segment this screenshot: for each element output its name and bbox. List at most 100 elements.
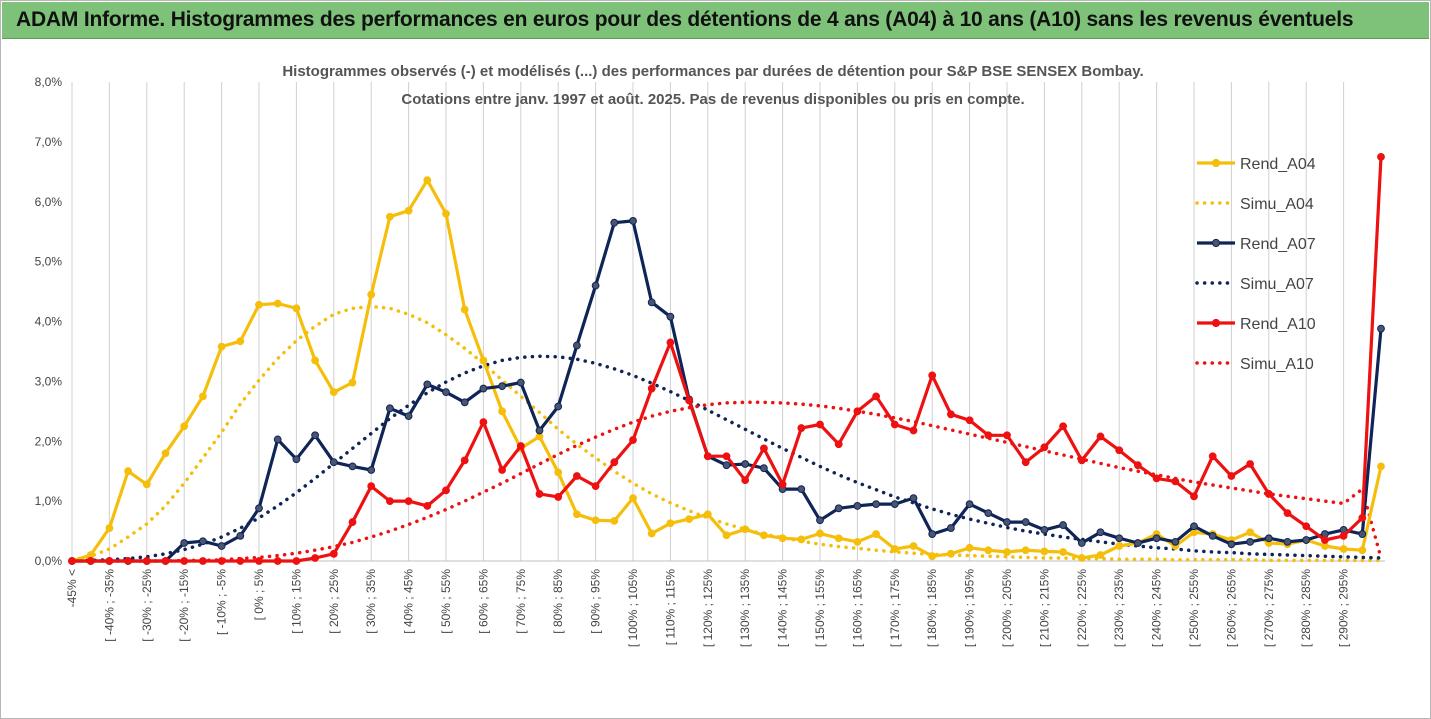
legend-label: Simu_A04 (1240, 196, 1314, 213)
legend-label: Simu_A07 (1240, 276, 1314, 293)
x-tick-label: -45% < (65, 569, 79, 607)
data-point (1246, 528, 1254, 537)
data-point (890, 545, 899, 553)
data-point (348, 518, 357, 526)
data-point (1115, 446, 1124, 455)
y-tick-label: 1,0% (35, 494, 63, 508)
data-point (984, 431, 993, 440)
data-point (816, 529, 824, 538)
data-point (386, 497, 394, 506)
data-point (573, 510, 581, 519)
data-point (965, 416, 974, 425)
data-point (329, 388, 338, 397)
data-point (348, 462, 357, 471)
y-tick-label: 0,0% (35, 554, 63, 568)
data-point (666, 519, 675, 528)
data-point (1339, 531, 1348, 540)
x-tick-label: [ 140% ; 145% (776, 569, 790, 647)
data-point (255, 557, 263, 565)
data-point (1171, 477, 1180, 486)
legend-label: Rend_A07 (1240, 236, 1316, 253)
legend-item: Rend_A10 (1197, 316, 1316, 333)
data-point (311, 356, 320, 365)
data-point (236, 531, 245, 540)
data-point (647, 529, 656, 538)
data-point (965, 500, 974, 509)
data-point (928, 530, 937, 538)
data-point (834, 534, 843, 543)
data-point (498, 466, 507, 474)
data-point (442, 209, 450, 218)
data-point (947, 524, 955, 532)
data-point (666, 338, 675, 347)
data-point (1358, 546, 1367, 555)
data-point (255, 300, 263, 309)
data-point (797, 535, 806, 544)
x-tick-label: [ 180% ; 185% (925, 569, 939, 647)
data-point (647, 298, 656, 307)
data-point (386, 404, 394, 413)
legend-item: Rend_A07 (1197, 236, 1316, 253)
data-point (460, 305, 469, 314)
x-tick-label: [ 120% ; 125% (701, 569, 715, 647)
data-point (722, 531, 731, 540)
data-point (1208, 452, 1217, 461)
y-tick-label: 5,0% (35, 255, 63, 269)
chart-gridlines (71, 82, 1345, 561)
x-tick-label: [ 290% ; 295% (1337, 569, 1351, 647)
x-tick-label: [ 150% ; 155% (813, 569, 827, 647)
data-point (853, 502, 862, 510)
series-line (72, 219, 1383, 563)
data-point (217, 542, 226, 550)
data-point (255, 504, 263, 513)
data-point (217, 557, 226, 565)
data-point (1302, 522, 1311, 531)
data-point (872, 530, 880, 538)
data-point (180, 539, 189, 547)
data-point (124, 467, 133, 476)
data-point (1264, 534, 1273, 543)
data-point (460, 456, 469, 465)
data-point (591, 482, 600, 491)
x-tick-label: [ 190% ; 195% (963, 569, 977, 647)
data-point (610, 218, 619, 227)
data-point (142, 480, 151, 489)
data-point (909, 542, 918, 550)
data-point (1246, 460, 1254, 468)
data-point (629, 436, 637, 444)
data-point (1208, 531, 1217, 540)
data-point (1134, 539, 1142, 547)
data-point (498, 407, 507, 416)
data-point (741, 460, 750, 468)
data-point (273, 299, 282, 308)
x-tick-label: [ 210% ; 215% (1037, 569, 1051, 647)
data-point (1003, 431, 1011, 440)
data-point (1227, 540, 1236, 549)
x-tick-label: [ 160% ; 165% (850, 569, 864, 647)
data-point (124, 557, 133, 565)
data-point (797, 424, 806, 432)
data-point (703, 452, 712, 461)
data-point (1358, 530, 1367, 538)
data-point (1059, 521, 1067, 529)
data-point (647, 384, 656, 393)
x-tick-label: [ 30% ; 35% (364, 569, 378, 634)
data-point (610, 458, 619, 467)
data-point (180, 557, 189, 565)
data-point (479, 418, 488, 426)
data-point (1059, 548, 1067, 556)
data-point (1003, 518, 1011, 526)
data-point (909, 494, 918, 503)
data-point (890, 420, 899, 429)
y-tick-label: 3,0% (35, 374, 63, 388)
data-point (1040, 443, 1049, 452)
data-point (236, 557, 245, 565)
legend-item: Simu_A10 (1195, 356, 1314, 373)
x-tick-label: [ 170% ; 175% (888, 569, 902, 647)
data-point (797, 485, 806, 494)
data-point (1358, 513, 1367, 522)
data-point (1077, 554, 1086, 562)
data-point (1003, 548, 1011, 556)
x-tick-label: [ 200% ; 205% (1000, 569, 1014, 647)
data-point (1377, 324, 1385, 333)
